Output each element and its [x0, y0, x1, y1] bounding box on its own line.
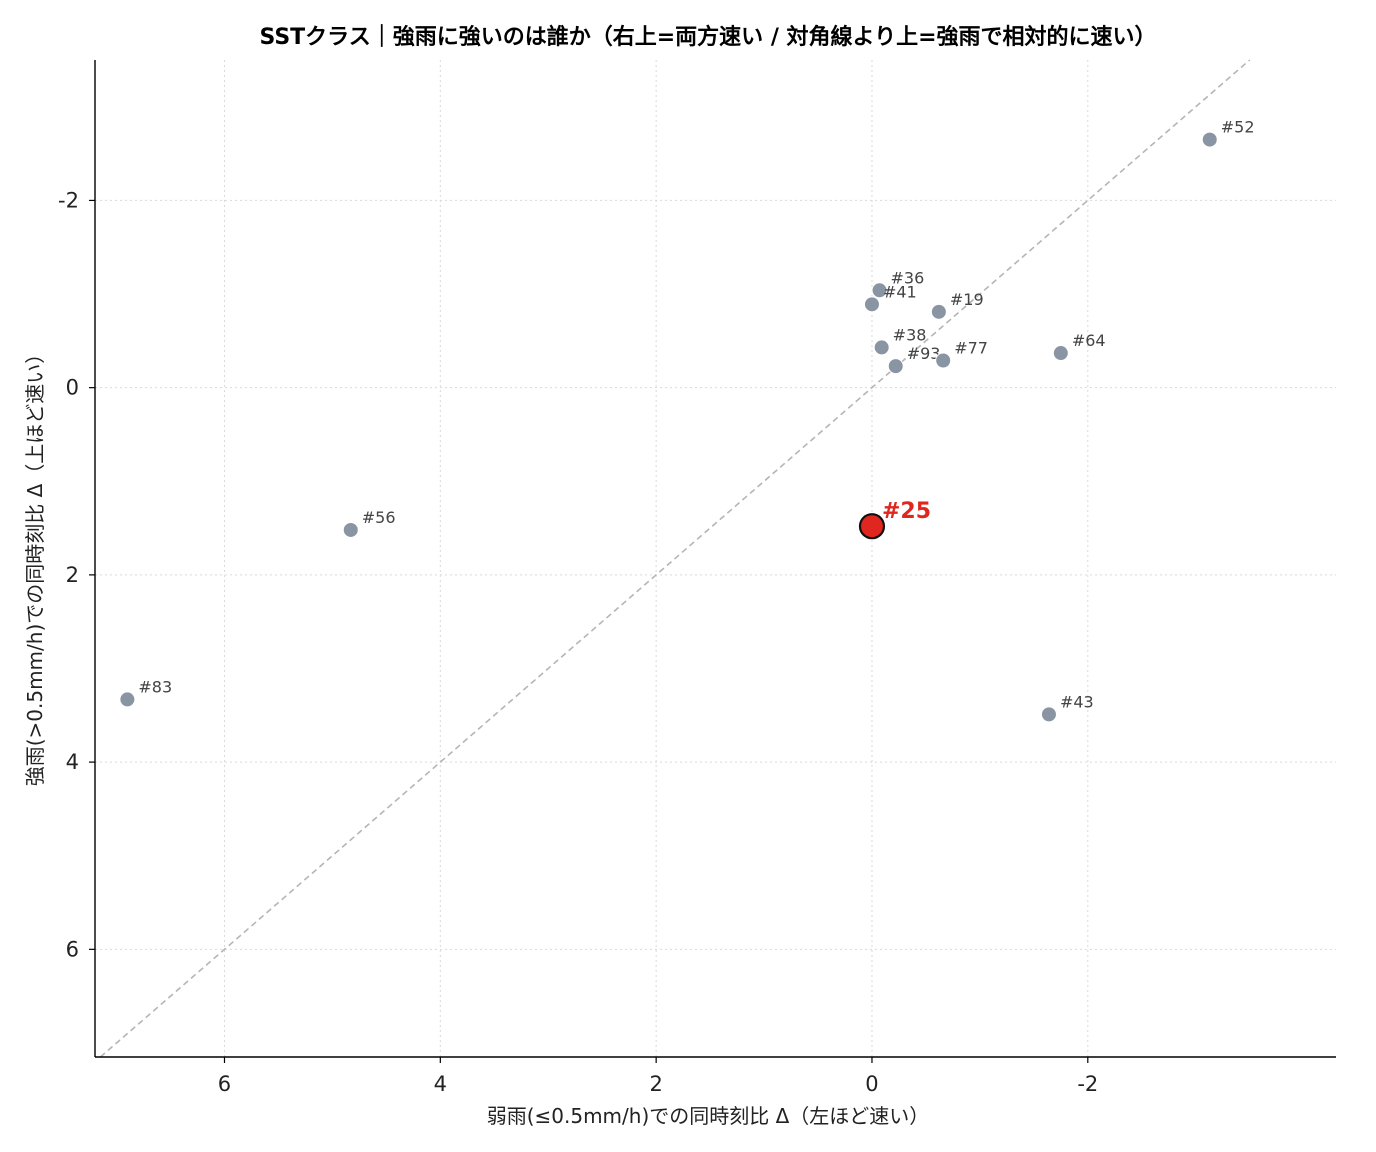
x-axis-label: 弱雨(≤0.5mm/h)での同時刻比 Δ（左ほど速い） [487, 1104, 930, 1128]
data-point [935, 352, 952, 369]
data-point [930, 303, 947, 320]
data-point [873, 339, 890, 356]
point-label: #56 [362, 508, 396, 527]
data-point [871, 282, 888, 299]
point-label: #77 [954, 339, 988, 358]
point-label: #93 [907, 344, 941, 363]
y-tick-label: 0 [66, 376, 79, 400]
data-point [119, 691, 136, 708]
x-tick-label: -2 [1077, 1072, 1098, 1096]
point-label: #83 [138, 677, 172, 696]
data-point [1040, 706, 1057, 723]
point-label: #36 [891, 268, 925, 287]
data-point [887, 358, 904, 375]
x-tick-label: 0 [865, 1072, 878, 1096]
highlight-point [858, 513, 886, 540]
y-tick-label: -2 [58, 188, 79, 212]
point-label: #64 [1072, 331, 1106, 350]
chart-title: SSTクラス｜強雨に強いのは誰か（右上=両方速い / 対角線より上=強雨で相対的… [259, 24, 1156, 50]
data-point [342, 521, 359, 538]
x-tick-label: 4 [434, 1072, 447, 1096]
point-label: #43 [1060, 692, 1094, 711]
y-tick-label: 4 [66, 750, 79, 774]
y-tick-label: 2 [66, 563, 79, 587]
y-tick-label: 6 [66, 937, 79, 961]
y-axis-label: 強雨(>0.5mm/h)での同時刻比 Δ（上ほど速い） [23, 344, 47, 787]
point-label: #52 [1221, 118, 1255, 137]
x-tick-label: 6 [218, 1072, 231, 1096]
point-label: #19 [950, 290, 984, 309]
axes: 6 4 2 0 -2 -2 0 2 4 6 [58, 60, 1336, 1096]
x-tick-label: 2 [649, 1072, 662, 1096]
diagonal-line [99, 59, 1251, 1058]
highlight-label: #25 [882, 499, 931, 524]
data-point [1201, 131, 1218, 148]
grid [95, 60, 1336, 1057]
point-label: #41 [883, 282, 917, 301]
data-point [1052, 345, 1069, 362]
data-points: #52 #36#41 #19 #38#93 #77 #64 #56 #83 #43 #25 [119, 118, 1255, 723]
point-label: #38 [893, 325, 927, 344]
data-point [863, 296, 880, 313]
